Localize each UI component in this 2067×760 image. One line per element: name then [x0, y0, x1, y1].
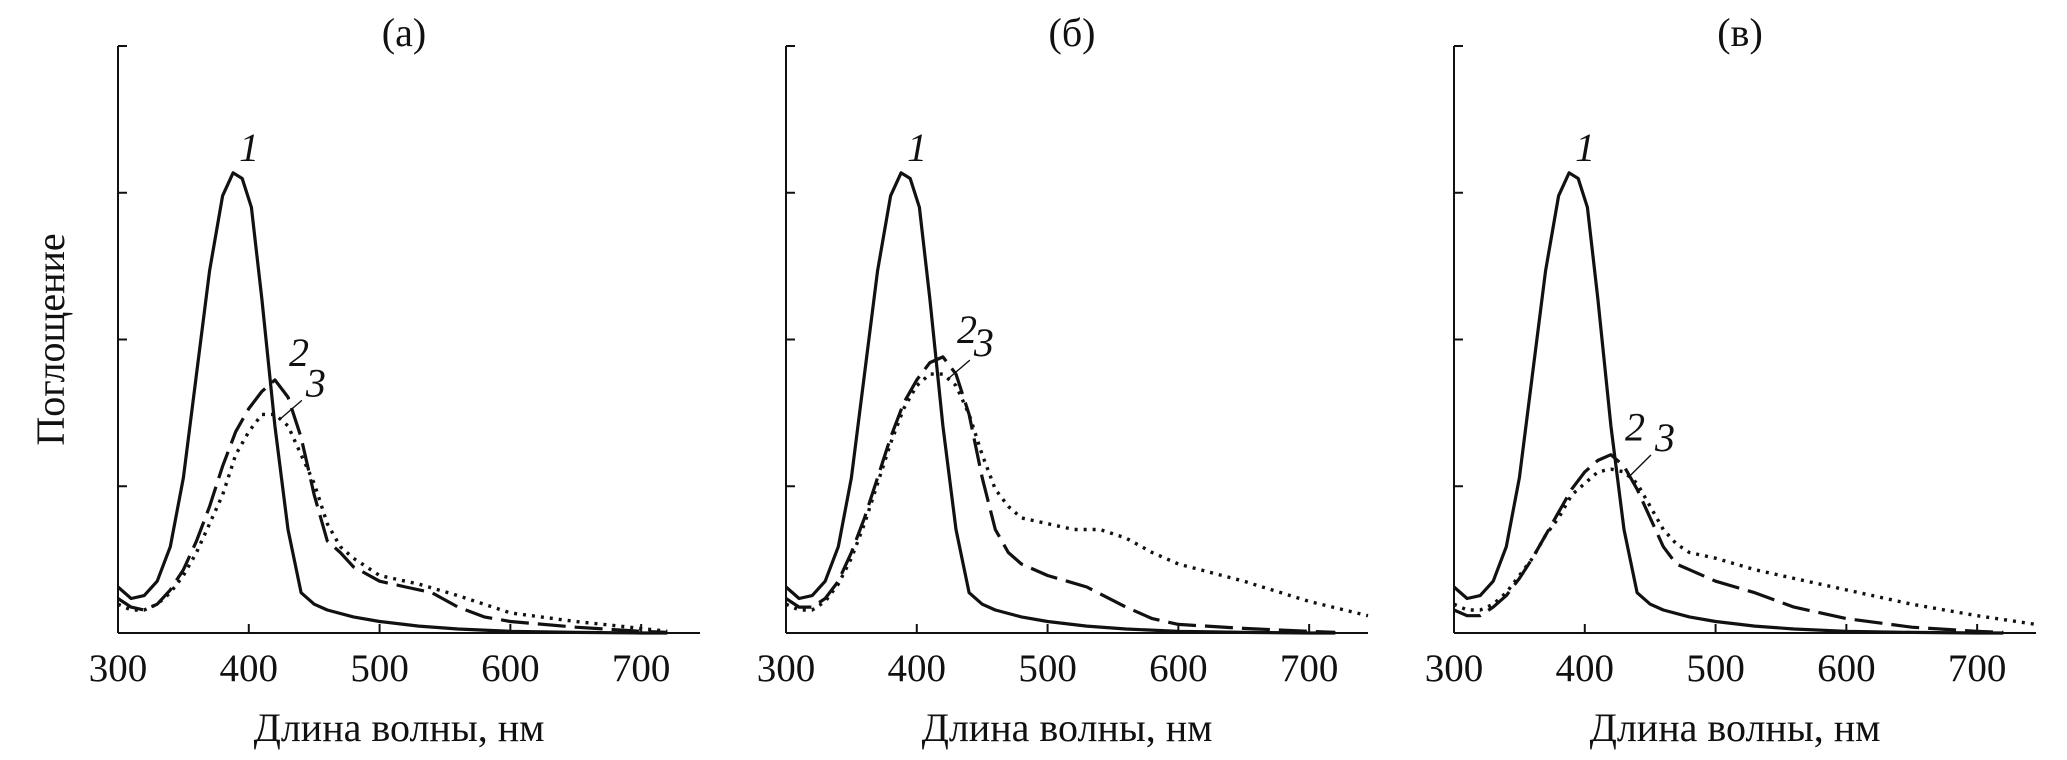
series-1-line [1452, 171, 2004, 635]
x-tick-label: 500 [350, 647, 409, 690]
panel-title: (в) [1717, 10, 1763, 55]
curve-label-3: 3 [1654, 415, 1675, 460]
x-tick-label: 400 [220, 647, 279, 690]
panel-title: (б) [1049, 10, 1096, 55]
panel-1: 300 400 500 600 700 Длина волны, нм (а) Поглоще… [28, 10, 700, 750]
x-tick-label: 600 [481, 647, 540, 690]
curve-label-3: 3 [973, 320, 994, 365]
series-1-line [784, 171, 1336, 635]
series-2-line [785, 355, 1336, 634]
series-3-line [1453, 467, 2037, 627]
curve-label-1: 1 [239, 125, 259, 170]
x-tick-label: 500 [1018, 647, 1077, 690]
series-2-line [1453, 453, 2004, 634]
curve-label-2: 2 [289, 330, 309, 375]
x-tick-label: 700 [1948, 647, 2007, 690]
x-tick-label: 400 [888, 647, 947, 690]
x-axis-title: Длина волны, нм [1590, 705, 1881, 750]
x-tick-label: 500 [1686, 647, 1745, 690]
curve-label-2: 2 [957, 307, 977, 352]
x-tick-label: 400 [1556, 647, 1615, 690]
curve-3-leader [279, 399, 303, 420]
x-tick-label: 600 [1149, 647, 1208, 690]
series-3-line [117, 412, 668, 633]
x-tick-label: 300 [1425, 647, 1484, 690]
curve-label-1: 1 [1575, 125, 1595, 170]
x-tick-label: 300 [89, 647, 148, 690]
x-axis-title: Длина волны, нм [254, 705, 545, 750]
x-tick-label: 300 [757, 647, 816, 690]
panel-title: (а) [382, 10, 426, 55]
x-axis-title: Длина волны, нм [922, 705, 1213, 750]
panel-3: 300 400 500 600 700 Длина волны, нм (в) 1 2 3 [1425, 10, 2037, 750]
x-tick-label: 600 [1817, 647, 1876, 690]
x-tick-label: 700 [1280, 647, 1339, 690]
curve-label-1: 1 [907, 125, 927, 170]
curve-3-leader [1628, 454, 1652, 478]
series-2-line [117, 378, 668, 634]
curve-label-3: 3 [305, 360, 326, 405]
panel-2: 300 400 500 600 700 Длина волны, нм (б) 1 23 [757, 10, 1369, 750]
y-axis-title: Поглощение [28, 233, 73, 445]
curve-3-leader [947, 359, 971, 380]
series-3-line [785, 372, 1369, 618]
curve-label-2: 2 [1625, 405, 1645, 450]
x-tick-label: 700 [612, 647, 671, 690]
series-1-line [116, 171, 668, 635]
